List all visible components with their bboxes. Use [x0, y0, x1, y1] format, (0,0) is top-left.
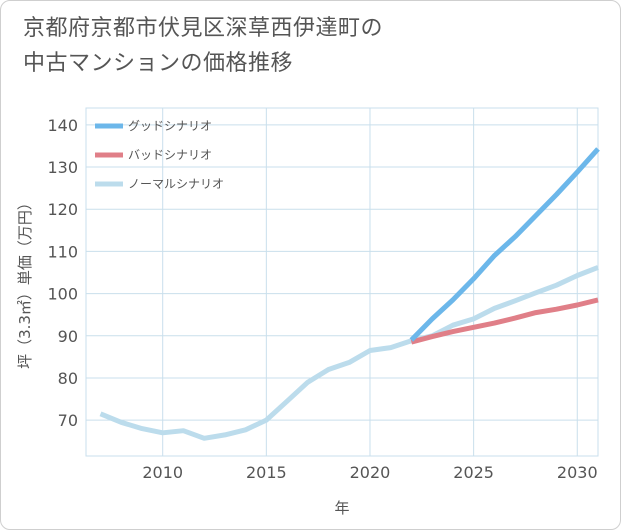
y-tick-label: 100 — [47, 285, 78, 304]
plot-frame — [85, 107, 599, 457]
x-axis-title: 年 — [334, 499, 349, 517]
x-axis-ticks: 2010 2015 2020 2025 2030 — [142, 463, 597, 482]
y-tick-label: 110 — [47, 242, 78, 261]
y-tick-label: 90 — [58, 327, 78, 346]
x-tick-label: 2010 — [142, 463, 183, 482]
series-line-2 — [99, 265, 599, 441]
legend-label-1: バッドシナリオ — [128, 148, 212, 162]
x-tick-label: 2025 — [453, 463, 494, 482]
title-line-2: 中古マンションの価格推移 — [23, 51, 294, 76]
x-tick-label: 2020 — [350, 463, 391, 482]
legend-label-0: グッドシナリオ — [128, 119, 212, 133]
y-axis-title: 坪（3.3㎡）単価（万円） — [16, 195, 34, 369]
y-tick-label: 80 — [58, 369, 78, 388]
y-tick-label: 120 — [47, 200, 78, 219]
x-tick-label: 2015 — [246, 463, 287, 482]
series-line-0 — [409, 147, 600, 342]
series-lines — [99, 147, 600, 441]
legend-label-2: ノーマルシナリオ — [128, 177, 224, 191]
series-line-1 — [410, 297, 599, 345]
y-tick-label: 140 — [47, 116, 78, 135]
chart-title: 京都府京都市伏見区深草西伊達町の 中古マンションの価格推移 — [23, 11, 603, 81]
y-axis-ticks: 70 80 90 100 110 120 130 140 — [47, 116, 78, 430]
y-tick-label: 130 — [47, 158, 78, 177]
title-line-1: 京都府京都市伏見区深草西伊達町の — [23, 16, 384, 41]
y-tick-label: 70 — [58, 411, 78, 430]
x-tick-label: 2030 — [557, 463, 598, 482]
